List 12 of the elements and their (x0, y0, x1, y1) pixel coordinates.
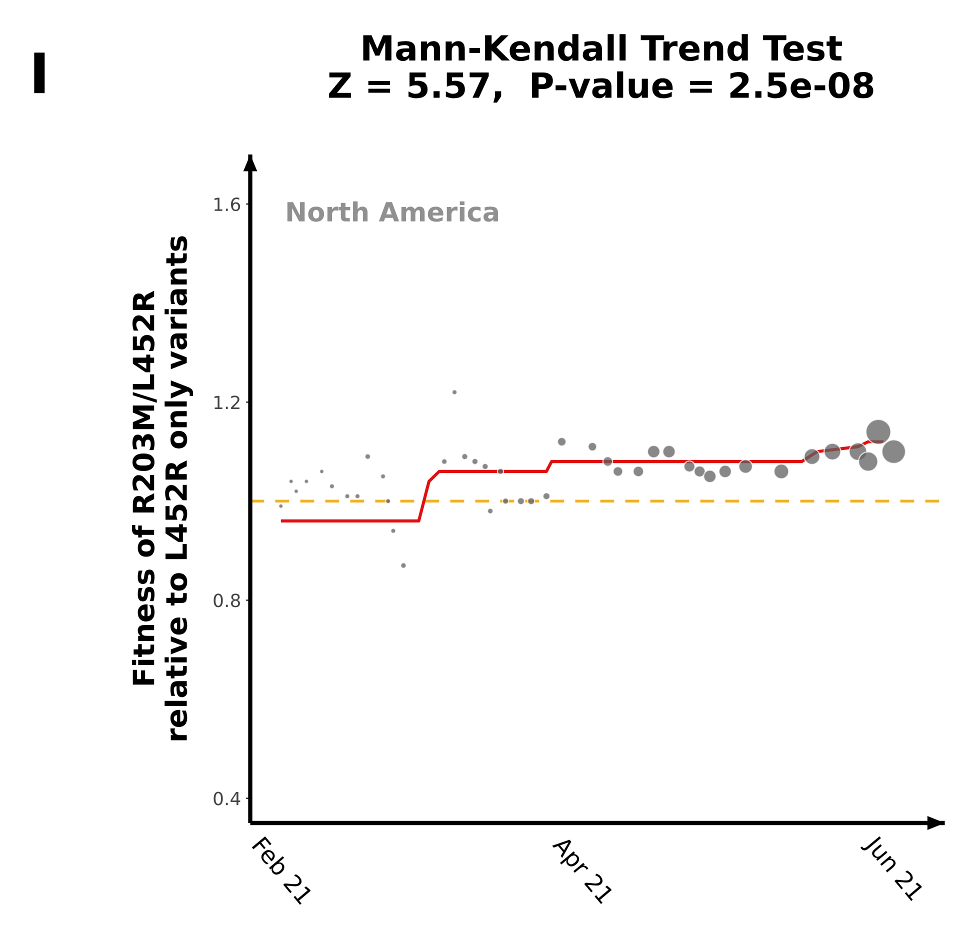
x-tick-label: Apr 21 (548, 834, 614, 908)
chart-subtitle: Z = 5.57, P-value = 2.5e-08 (328, 71, 874, 103)
annotation: North America (287, 201, 498, 222)
y-axis-title: Fitness of R203M/L452R relative to L452R only variants (132, 236, 194, 740)
text: I (34, 52, 45, 94)
y-tick-label: 0.8 (214, 594, 240, 608)
y-tick-label: 1.6 (214, 198, 240, 212)
x-tick-label: Feb 21 (252, 836, 314, 905)
y-tick-label: 0.4 (214, 792, 240, 806)
x-tick-label: Jun 21 (860, 833, 925, 904)
chart-title: Mann-Kendall Trend Test (363, 34, 842, 62)
y-tick-label: 1.2 (214, 396, 240, 409)
